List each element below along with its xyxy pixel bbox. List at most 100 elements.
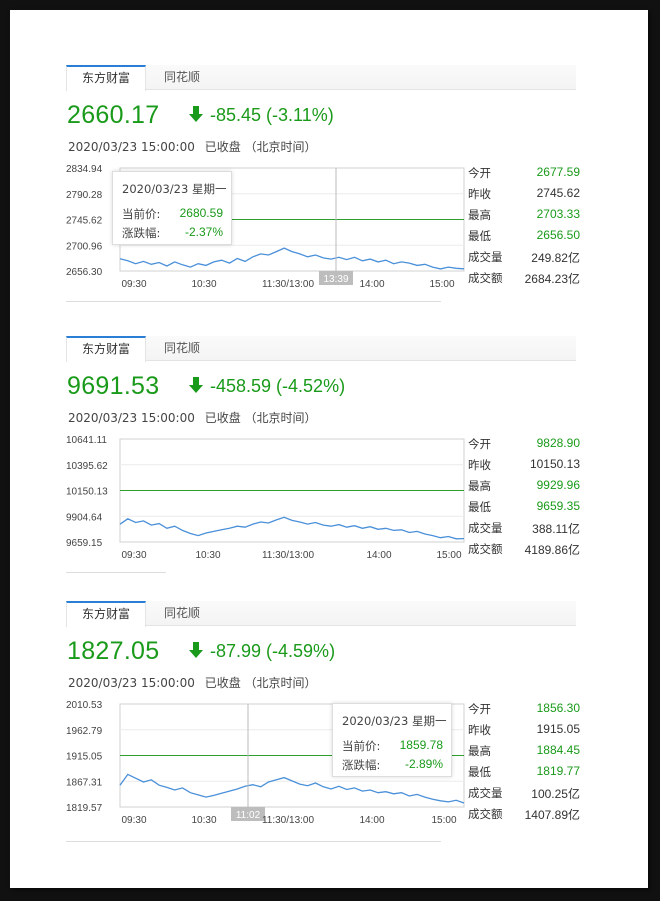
y-tick-label: 10641.11 [66, 435, 107, 446]
intraday-chart[interactable]: 2834.94 2790.28 2745.62 2700.96 2656.30 13:39… [66, 160, 466, 295]
x-tick-label: 15:00 [436, 550, 461, 561]
stat-label: 昨收 [468, 458, 491, 472]
y-tick-label: 2700.96 [66, 241, 103, 252]
chart-tooltip: 2020/03/23 星期一 当前价: 2680.59 涨跌幅: -2.37% [112, 171, 232, 245]
down-arrow-icon [189, 377, 203, 393]
stat-row-high: 最高 2703.33 [468, 204, 580, 225]
y-tick-label: 1867.31 [66, 777, 103, 788]
datetime: 2020/03/23 15:00:00 [68, 140, 195, 154]
tooltip-price-label: 当前价: [122, 207, 161, 221]
stat-row-low: 最低 2656.50 [468, 225, 580, 246]
stat-row-high: 最高 1884.45 [468, 740, 580, 761]
timezone: （北京时间） [244, 140, 317, 154]
chart-footer-strip [66, 841, 441, 847]
source-tabs: 东方财富 同花顺 [66, 601, 576, 627]
x-tick-label: 10:30 [191, 279, 216, 290]
price-change-text: -458.59 (-4.52%) [210, 376, 346, 396]
index-panel-3: 东方财富 同花顺 1827.05 -87.99 (-4.59%) 2020/03… [10, 601, 648, 851]
crosshair-label-box [319, 271, 353, 285]
y-tick-label: 2790.28 [66, 190, 103, 201]
x-tick-label: 10:30 [195, 550, 220, 561]
stat-row-low: 最低 1819.77 [468, 761, 580, 782]
datetime: 2020/03/23 15:00:00 [68, 411, 195, 425]
stat-row-prev-close: 昨收 2745.62 [468, 183, 580, 204]
source-tabs: 东方财富 同花顺 [66, 336, 576, 362]
stat-label: 成交量 [468, 250, 503, 264]
tab-tonghuashun[interactable]: 同花顺 [163, 341, 200, 355]
x-tick-label: 11:30/13:00 [262, 550, 315, 561]
stat-value: 249.82亿 [531, 251, 580, 265]
x-tick-label: 09:30 [121, 279, 146, 290]
stat-label: 今开 [468, 702, 491, 716]
x-tick-label: 10:30 [191, 815, 216, 826]
tooltip-change: -2.89% [404, 757, 443, 771]
stat-row-turnover: 成交额 2684.23亿 [468, 267, 580, 288]
datetime-line: 2020/03/23 15:00:00 已收盘 （北京时间） [68, 674, 317, 691]
stat-label: 最低 [468, 229, 491, 243]
stat-value: 100.25亿 [531, 787, 580, 801]
stat-value: 1856.30 [536, 701, 580, 715]
chart-tooltip: 2020/03/23 星期一 当前价: 1859.78 涨跌幅: -2.89% [332, 703, 452, 777]
chart-footer-strip [66, 572, 166, 578]
datetime-line: 2020/03/23 15:00:00 已收盘 （北京时间） [68, 409, 317, 426]
y-tick-label: 1819.57 [66, 803, 103, 814]
stat-value: 2745.62 [536, 186, 580, 200]
tab-tonghuashun[interactable]: 同花顺 [163, 70, 200, 84]
stat-row-volume: 成交量 249.82亿 [468, 246, 580, 267]
stat-row-prev-close: 昨收 1915.05 [468, 719, 580, 740]
index-panel-1: 东方财富 同花顺 2660.17 -85.45 (-3.11%) 2020/03… [10, 65, 648, 315]
x-tick-label: 15:00 [431, 815, 456, 826]
stats-table: 今开 2677.59 昨收 2745.62 最高 2703.33 最低 2656.50 成交量 2… [468, 162, 580, 288]
tab-tonghuashun[interactable]: 同花顺 [163, 606, 200, 620]
y-tick-label: 9659.15 [66, 538, 103, 549]
index-panel-2: 东方财富 同花顺 9691.53 -458.59 (-4.52%) 2020/0… [10, 336, 648, 586]
price-change: -458.59 (-4.52%) [188, 376, 345, 397]
tooltip-price: 2680.59 [179, 206, 223, 220]
current-price: 2660.17 [67, 101, 160, 129]
x-tick-label: 15:00 [429, 279, 454, 290]
stat-label: 成交额 [468, 271, 503, 285]
stat-row-volume: 成交量 100.25亿 [468, 782, 580, 803]
x-tick-label: 14:00 [366, 550, 391, 561]
tab-eastmoney[interactable]: 东方财富 [66, 336, 146, 362]
y-tick-label: 2834.94 [66, 164, 103, 175]
stat-label: 最低 [468, 765, 491, 779]
stat-label: 成交额 [468, 807, 503, 821]
timezone: （北京时间） [244, 676, 317, 690]
market-status: 已收盘 [204, 140, 241, 154]
tooltip-change: -2.37% [184, 225, 223, 239]
market-status: 已收盘 [204, 676, 241, 690]
tab-eastmoney[interactable]: 东方财富 [66, 601, 146, 627]
stat-value: 2703.33 [536, 207, 580, 221]
stat-row-volume: 成交量 388.11亿 [468, 517, 580, 538]
tooltip-price: 1859.78 [399, 738, 443, 752]
x-tick-label: 14:00 [359, 815, 384, 826]
y-tick-label: 1915.05 [66, 752, 103, 763]
tooltip-change-label: 涨跌幅: [122, 226, 161, 240]
stat-row-open: 今开 2677.59 [468, 162, 580, 183]
stats-table: 今开 1856.30 昨收 1915.05 最高 1884.45 最低 1819.77 成交量 1… [468, 698, 580, 824]
stat-value: 9659.35 [536, 499, 580, 513]
stat-label: 最低 [468, 500, 491, 514]
stat-value: 1915.05 [536, 722, 580, 736]
timezone: （北京时间） [244, 411, 317, 425]
current-price: 1827.05 [67, 637, 160, 665]
intraday-chart[interactable]: 10641.11 10395.62 10150.13 9904.64 9659.15 09… [66, 431, 466, 566]
tooltip-change-label: 涨跌幅: [342, 758, 381, 772]
datetime-line: 2020/03/23 15:00:00 已收盘 （北京时间） [68, 138, 317, 155]
price-line [119, 516, 465, 540]
stat-row-low: 最低 9659.35 [468, 496, 580, 517]
down-arrow-icon [189, 642, 203, 658]
y-tick-label: 10150.13 [66, 487, 108, 498]
stat-value: 1819.77 [536, 764, 580, 778]
price-change-text: -85.45 (-3.11%) [210, 105, 334, 125]
stat-value: 2684.23亿 [524, 272, 580, 286]
x-tick-label: 11:30/13:00 [262, 279, 315, 290]
y-tick-label: 10395.62 [66, 461, 108, 472]
chart-footer-strip [66, 301, 441, 307]
price-change: -87.99 (-4.59%) [188, 641, 335, 662]
tab-eastmoney[interactable]: 东方财富 [66, 65, 146, 91]
y-tick-label: 2656.30 [66, 267, 103, 278]
stat-row-high: 最高 9929.96 [468, 475, 580, 496]
stat-value: 9828.90 [536, 436, 580, 450]
